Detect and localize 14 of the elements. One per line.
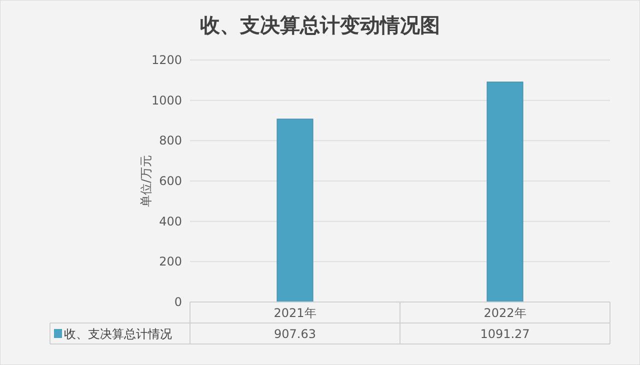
data-label: 1091.27 [480,327,530,341]
data-label: 907.63 [274,327,316,341]
y-tick-label: 400 [159,214,182,228]
chart-title: 收、支决算总计变动情况图 [200,13,440,37]
y-tick-label: 600 [159,174,182,188]
y-tick-label: 200 [159,254,182,269]
y-tick-label: 800 [159,134,182,148]
y-tick-label: 1200 [151,53,182,67]
y-tick-label: 1000 [151,93,182,108]
x-tick-label: 2022年 [484,306,526,320]
x-tick-label: 2021年 [274,306,316,320]
y-tick-label: 0 [174,295,182,309]
legend-label: 收、支决算总计情况 [64,327,172,341]
y-axis-title: 单位/万元 [139,154,153,208]
